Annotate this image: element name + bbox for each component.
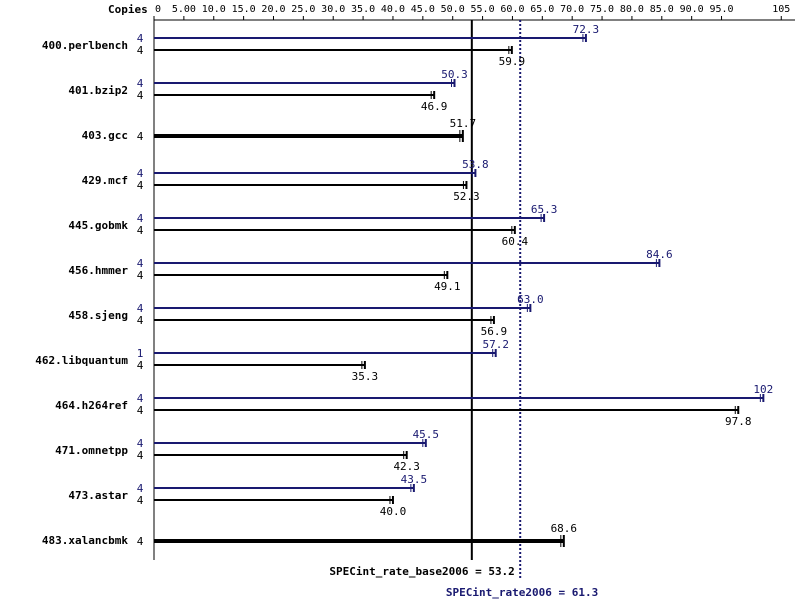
x-tick-label: 55.0 bbox=[471, 4, 495, 15]
base-value-label: 60.4 bbox=[502, 235, 529, 248]
peak-value-label: 53.8 bbox=[462, 158, 489, 171]
combined-value-label: 68.6 bbox=[551, 522, 578, 535]
combined-value-label: 51.7 bbox=[450, 117, 477, 130]
x-tick-label: 30.0 bbox=[321, 4, 345, 15]
peak-copies-value: 4 bbox=[137, 482, 144, 495]
base-value-label: 56.9 bbox=[481, 325, 508, 338]
base-copies-value: 4 bbox=[137, 44, 144, 57]
peak-value-label: 63.0 bbox=[517, 293, 544, 306]
copies-value: 4 bbox=[137, 130, 144, 143]
x-tick-label: 70.0 bbox=[560, 4, 584, 15]
peak-value-label: 84.6 bbox=[646, 248, 673, 261]
peak-copies-value: 4 bbox=[137, 77, 144, 90]
base-value-label: 35.3 bbox=[352, 370, 379, 383]
base-value-label: 97.8 bbox=[725, 415, 752, 428]
peak-copies-value: 4 bbox=[137, 302, 144, 315]
base-value-label: 46.9 bbox=[421, 100, 448, 113]
x-tick-label: 105 bbox=[772, 4, 790, 15]
benchmark-label: 473.astar bbox=[68, 489, 128, 502]
benchmark-label: 401.bzip2 bbox=[68, 84, 128, 97]
peak-copies-value: 4 bbox=[137, 257, 144, 270]
copies-axis-label: Copies bbox=[108, 3, 148, 16]
benchmark-label: 400.perlbench bbox=[42, 39, 128, 52]
base-value-label: 49.1 bbox=[434, 280, 461, 293]
x-tick-label: 20.0 bbox=[261, 4, 285, 15]
peak-copies-value: 4 bbox=[137, 437, 144, 450]
peak-value-label: 72.3 bbox=[573, 23, 600, 36]
x-tick-label: 25.0 bbox=[291, 4, 315, 15]
peak-copies-value: 4 bbox=[137, 212, 144, 225]
peak-value-label: 102 bbox=[753, 383, 773, 396]
x-tick-label: 10.0 bbox=[202, 4, 226, 15]
base-copies-value: 4 bbox=[137, 404, 144, 417]
peak-value-label: 57.2 bbox=[482, 338, 509, 351]
x-tick-label: 75.0 bbox=[590, 4, 614, 15]
x-tick-label: 45.0 bbox=[411, 4, 435, 15]
base-copies-value: 4 bbox=[137, 89, 144, 102]
base-copies-value: 4 bbox=[137, 179, 144, 192]
x-tick-label: 0 bbox=[155, 4, 161, 15]
x-tick-label: 65.0 bbox=[530, 4, 554, 15]
x-tick-label: 35.0 bbox=[351, 4, 375, 15]
base-copies-value: 4 bbox=[137, 359, 144, 372]
base-copies-value: 4 bbox=[137, 224, 144, 237]
peak-copies-value: 4 bbox=[137, 392, 144, 405]
base-value-label: 59.9 bbox=[499, 55, 526, 68]
x-tick-label: 85.0 bbox=[650, 4, 674, 15]
peak-copies-value: 4 bbox=[137, 32, 144, 45]
benchmark-label: 464.h264ref bbox=[55, 399, 128, 412]
x-tick-label: 80.0 bbox=[620, 4, 644, 15]
peak-value-label: 65.3 bbox=[531, 203, 558, 216]
x-tick-label: 5.00 bbox=[172, 4, 196, 15]
x-tick-label: 40.0 bbox=[381, 4, 405, 15]
peak-value-label: 43.5 bbox=[401, 473, 428, 486]
peak-copies-value: 4 bbox=[137, 167, 144, 180]
benchmark-label: 483.xalancbmk bbox=[42, 534, 128, 547]
base-value-label: 40.0 bbox=[380, 505, 407, 518]
x-tick-label: 60.0 bbox=[500, 4, 524, 15]
peak-value-label: 50.3 bbox=[441, 68, 468, 81]
base-value-label: 42.3 bbox=[393, 460, 420, 473]
peak-value-label: 45.5 bbox=[413, 428, 440, 441]
benchmark-label: 462.libquantum bbox=[35, 354, 128, 367]
x-tick-label: 90.0 bbox=[680, 4, 704, 15]
benchmark-label: 458.sjeng bbox=[68, 309, 128, 322]
peak-copies-value: 1 bbox=[137, 347, 144, 360]
x-tick-label: 15.0 bbox=[232, 4, 256, 15]
peak-reference-label: SPECint_rate2006 = 61.3 bbox=[446, 586, 598, 599]
benchmark-label: 471.omnetpp bbox=[55, 444, 128, 457]
base-copies-value: 4 bbox=[137, 314, 144, 327]
base-copies-value: 4 bbox=[137, 449, 144, 462]
base-copies-value: 4 bbox=[137, 494, 144, 507]
x-tick-label: 50.0 bbox=[441, 4, 465, 15]
benchmark-label: 429.mcf bbox=[82, 174, 128, 187]
base-copies-value: 4 bbox=[137, 269, 144, 282]
benchmark-label: 403.gcc bbox=[82, 129, 128, 142]
x-tick-label: 95.0 bbox=[709, 4, 733, 15]
benchmark-label: 445.gobmk bbox=[68, 219, 128, 232]
benchmark-label: 456.hmmer bbox=[68, 264, 128, 277]
copies-value: 4 bbox=[137, 535, 144, 548]
base-value-label: 52.3 bbox=[453, 190, 480, 203]
base-reference-label: SPECint_rate_base2006 = 53.2 bbox=[329, 565, 514, 578]
